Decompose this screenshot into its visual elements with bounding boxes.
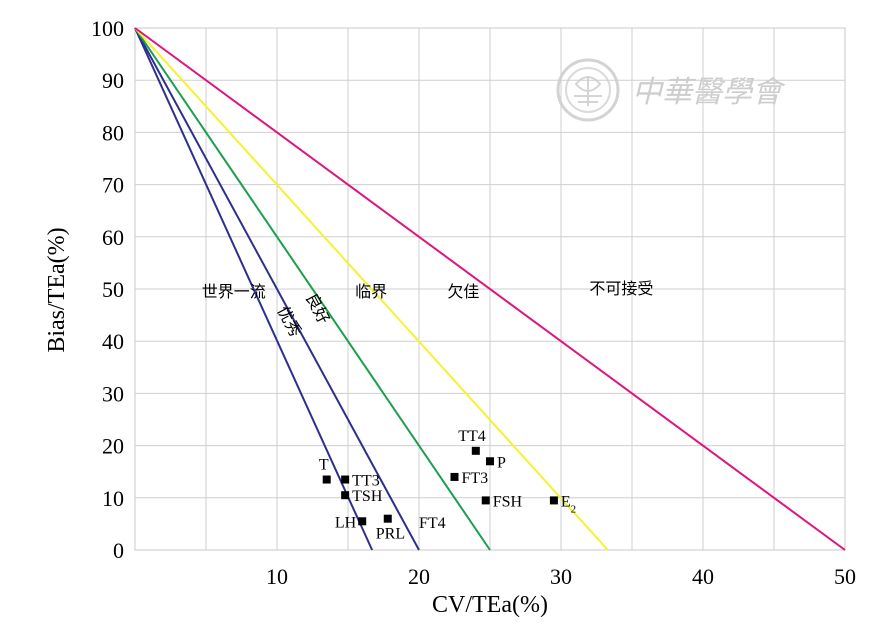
- data-point-label: T: [319, 457, 329, 474]
- y-tick-label: 80: [102, 120, 124, 145]
- x-axis-title: CV/TEa(%): [432, 592, 548, 618]
- data-point-marker: [358, 517, 367, 526]
- y-tick-label: 90: [102, 68, 124, 93]
- data-point-label: LH: [335, 514, 357, 531]
- zone-label: 不可接受: [589, 279, 653, 298]
- line-annotations: FT4: [419, 515, 446, 532]
- x-tick-label: 30: [550, 564, 572, 589]
- criteria-lines: [134, 27, 846, 551]
- data-point-marker: [450, 472, 459, 481]
- data-point-marker: [341, 491, 350, 500]
- x-tick-label: 10: [266, 564, 288, 589]
- y-tick-label: 60: [102, 225, 124, 250]
- zone-label: 世界一流: [202, 282, 266, 301]
- x-axis-ticks: 10 20 30 40 50: [266, 564, 856, 589]
- criteria-line: [134, 27, 420, 551]
- x-tick-label: 50: [834, 564, 856, 589]
- watermark-text: 中華醫學會: [632, 75, 786, 110]
- data-point-marker: [471, 446, 480, 455]
- x-tick-label: 40: [692, 564, 714, 589]
- y-axis-ticks: 0 10 20 30 40 50 60 70 80 90 100: [91, 16, 124, 563]
- zone-label: 临界: [355, 282, 387, 301]
- zone-label: 优秀: [273, 303, 305, 340]
- x-tick-label: 20: [408, 564, 430, 589]
- data-point-marker: [383, 514, 392, 523]
- criteria-line: [134, 27, 374, 551]
- data-point-marker: [549, 496, 558, 505]
- y-tick-label: 50: [102, 277, 124, 302]
- data-point-marker: [341, 475, 350, 484]
- zone-label: 良好: [302, 290, 334, 327]
- data-point-label: TT4: [458, 428, 486, 445]
- watermark-seal-icon: [556, 58, 620, 122]
- y-tick-label: 20: [102, 434, 124, 459]
- data-point-label: TT3: [352, 473, 380, 490]
- data-point-marker: [486, 457, 494, 466]
- data-point-marker: [481, 496, 490, 505]
- data-point-label: PRL: [376, 526, 405, 543]
- y-tick-label: 10: [102, 486, 124, 511]
- y-tick-label: 40: [102, 329, 124, 354]
- criteria-line: [134, 27, 846, 551]
- line-annotation: FT4: [419, 515, 446, 532]
- data-point-label-subscript: 2: [571, 503, 577, 515]
- criteria-line: [134, 27, 491, 551]
- y-tick-label: 100: [91, 16, 124, 41]
- y-tick-label: 0: [113, 538, 124, 563]
- data-point-label: TSH: [352, 488, 383, 505]
- criteria-line: [134, 27, 609, 551]
- data-point-label: FT3: [462, 470, 489, 487]
- zone-label: 欠佳: [447, 282, 479, 301]
- data-point-label: E2: [561, 493, 576, 515]
- gridlines: [135, 28, 845, 550]
- y-axis-title: Bias/TEa(%): [44, 227, 70, 352]
- data-point-label: P: [497, 454, 506, 471]
- watermark: 中華醫學會: [556, 58, 786, 122]
- data-point-label: FSH: [493, 493, 523, 510]
- data-point-marker: [322, 475, 331, 484]
- y-tick-label: 70: [102, 173, 124, 198]
- y-tick-label: 30: [102, 381, 124, 406]
